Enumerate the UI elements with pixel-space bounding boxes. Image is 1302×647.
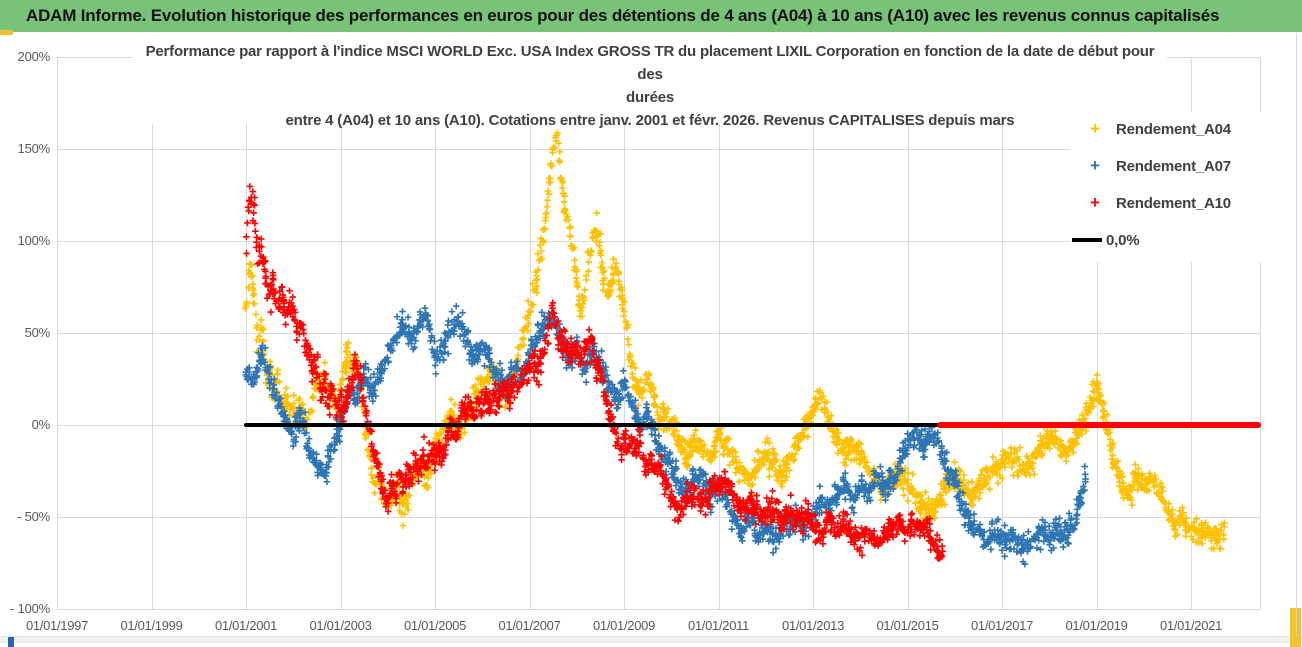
x-axis-tick-label: 01/01/2021 bbox=[1159, 618, 1223, 633]
legend-item-rendement-a10: + Rendement_A10 bbox=[1084, 192, 1231, 214]
x-axis-tick-label: 01/01/1999 bbox=[120, 618, 183, 633]
x-axis-tick-label: 01/01/2009 bbox=[592, 618, 656, 633]
x-axis-tick-label: 01/01/2017 bbox=[970, 618, 1034, 633]
x-axis-tick-label: 01/01/2001 bbox=[214, 618, 278, 633]
chart-title-line-3: entre 4 (A04) et 10 ans (A10). Cotations… bbox=[285, 112, 1015, 129]
y-axis-tick-label: 200% bbox=[17, 49, 51, 64]
y-axis-tick-label: 100% bbox=[17, 233, 51, 248]
legend-label: Rendement_A10 bbox=[1116, 194, 1231, 212]
y-axis-tick-label: 0% bbox=[31, 417, 51, 432]
bottom-scroll-strip[interactable] bbox=[0, 636, 1302, 643]
legend-item-rendement-a07: + Rendement_A07 bbox=[1084, 155, 1231, 177]
zero-line-swatch bbox=[1072, 238, 1102, 242]
chart-title-line-1: Performance par rapport à l'indice MSCI … bbox=[145, 43, 1155, 83]
chart-legend: + Rendement_A04 + Rendement_A07 + Rendement_A… bbox=[1070, 112, 1296, 262]
chart-title-line-2: durées bbox=[626, 89, 674, 106]
x-axis-tick-label: 01/01/2005 bbox=[403, 618, 467, 633]
x-axis-tick-label: 01/01/1997 bbox=[25, 618, 89, 633]
x-axis-tick-label: 01/01/2013 bbox=[781, 618, 845, 633]
plus-marker-icon: + bbox=[1090, 119, 1100, 138]
x-axis-tick-label: 01/01/2015 bbox=[876, 618, 939, 633]
legend-item-0-0-: 0,0% bbox=[1072, 229, 1140, 251]
bottom-right-gold-bar bbox=[1290, 608, 1301, 647]
plus-marker-icon: + bbox=[1090, 193, 1100, 212]
bottom-left-blue-marker bbox=[8, 637, 14, 647]
chart-title: Performance par rapport à l'indice MSCI … bbox=[133, 40, 1167, 129]
legend-label: Rendement_A07 bbox=[1116, 157, 1231, 175]
x-axis-tick-label: 01/01/2003 bbox=[309, 618, 372, 633]
x-axis-tick-label: 01/01/2011 bbox=[687, 618, 750, 633]
legend-label: 0,0% bbox=[1106, 231, 1140, 249]
y-axis-tick-label: 50% bbox=[24, 325, 51, 340]
chart-right-frame-line bbox=[1296, 33, 1297, 636]
y-axis-tick-label: 150% bbox=[17, 141, 51, 156]
x-axis-tick-label: 01/01/2019 bbox=[1065, 618, 1128, 633]
plus-marker-icon: + bbox=[1090, 156, 1100, 175]
legend-label: Rendement_A04 bbox=[1116, 120, 1231, 138]
x-axis-tick-label: 01/01/2007 bbox=[498, 618, 561, 633]
y-axis-tick-label: - 100% bbox=[10, 601, 50, 616]
y-axis-tick-label: - 50% bbox=[17, 509, 50, 524]
legend-item-rendement-a04: + Rendement_A04 bbox=[1084, 118, 1231, 140]
